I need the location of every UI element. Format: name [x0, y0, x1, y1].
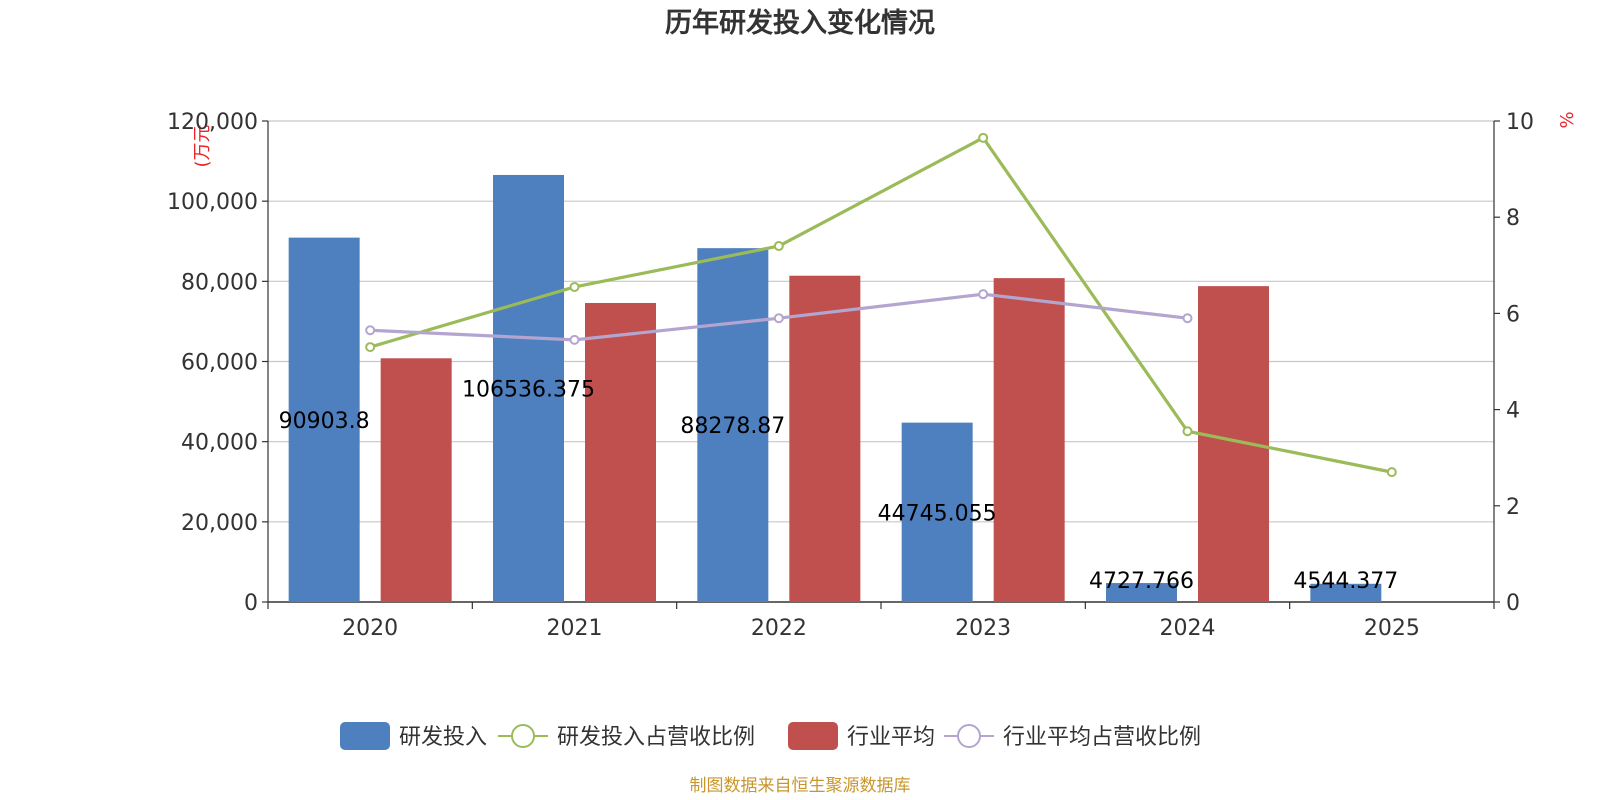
bar-行业平均-2022 [789, 275, 861, 602]
point-研发投入占营收比例 [365, 342, 376, 353]
data-labels: 90903.8 106536.375 88278.87 44745.055 4727.7… [279, 377, 1399, 594]
point-行业平均占营收比例 [365, 325, 376, 336]
axes: 0 20,000 40,000 60,000 80,000 100,000 120,000 0… [167, 110, 1534, 641]
y-left-tick-label: 0 [244, 591, 258, 616]
legend-label: 行业平均占营收比例 [1003, 725, 1201, 750]
chart-title: 历年研发投入变化情况 [665, 7, 935, 39]
x-tick-label: 2022 [751, 616, 807, 641]
line-研发投入占营收比例 [369, 136, 1393, 474]
y-right-unit: % [1557, 111, 1578, 128]
y-left-tick-label: 40,000 [181, 431, 258, 456]
x-tick-label: 2020 [342, 616, 398, 641]
series-lines [365, 132, 1397, 478]
point-行业平均占营收比例 [773, 313, 784, 324]
x-tick-label: 2023 [955, 616, 1011, 641]
legend-label: 行业平均 [847, 725, 935, 750]
bar-行业平均-2021 [585, 302, 656, 602]
legend-label: 研发投入占营收比例 [557, 725, 755, 750]
point-研发投入占营收比例 [569, 281, 580, 292]
data-label: 44745.055 [878, 501, 997, 526]
point-研发投入占营收比例 [978, 132, 989, 143]
legend-swatch-研发投入 [340, 722, 390, 750]
legend-label: 研发投入 [399, 725, 487, 750]
point-研发投入占营收比例 [1182, 426, 1193, 437]
point-研发投入占营收比例 [773, 241, 784, 252]
point-行业平均占营收比例 [1182, 313, 1193, 324]
y-left-tick-label: 120,000 [167, 110, 258, 135]
y-right-tick-label: 4 [1506, 399, 1520, 424]
data-label: 90903.8 [279, 409, 370, 434]
bar-研发投入-2023 [901, 422, 973, 602]
bar-研发投入-2020 [288, 237, 360, 603]
y-right-tick-label: 6 [1506, 302, 1520, 327]
legend-swatch-marker-行业平均占营收比例 [957, 724, 981, 748]
bar-行业平均-2020 [380, 358, 452, 602]
bar-研发投入-2022 [697, 248, 769, 602]
y-left-tick-label: 20,000 [181, 511, 258, 536]
data-label: 4544.377 [1293, 569, 1398, 594]
bar-行业平均-2023 [993, 278, 1065, 602]
x-tick-label: 2021 [547, 616, 603, 641]
bar-研发投入-2025 [1310, 583, 1382, 602]
y-left-tick-label: 100,000 [167, 190, 258, 215]
x-tick-label: 2024 [1160, 616, 1216, 641]
legend-swatch-行业平均 [788, 722, 838, 750]
bar-研发投入-2024 [1106, 583, 1177, 602]
y-right-tick-label: 8 [1506, 206, 1520, 231]
bar-研发投入-2021 [493, 174, 564, 603]
y-right-tick-label: 0 [1506, 591, 1520, 616]
point-研发投入占营收比例 [1386, 467, 1397, 478]
source-note: 制图数据来自恒生聚源数据库 [690, 776, 911, 796]
y-left-unit: (万元 [192, 124, 213, 167]
legend-swatch-marker-研发投入占营收比例 [511, 724, 535, 748]
y-right-tick-label: 2 [1506, 495, 1520, 520]
data-label: 88278.87 [680, 414, 785, 439]
bars [288, 174, 1382, 603]
y-right-tick-label: 10 [1506, 110, 1534, 135]
grid-lines [268, 120, 1494, 523]
y-left-tick-label: 80,000 [181, 270, 258, 295]
legend: 研发投入 研发投入占营收比例 行业平均 行业平均占营收比例 [340, 722, 1201, 750]
data-label: 106536.375 [462, 377, 595, 402]
y-left-tick-label: 60,000 [181, 351, 258, 376]
x-tick-label: 2025 [1364, 616, 1420, 641]
data-label: 4727.766 [1089, 569, 1194, 594]
point-行业平均占营收比例 [569, 334, 580, 345]
point-行业平均占营收比例 [978, 289, 989, 300]
